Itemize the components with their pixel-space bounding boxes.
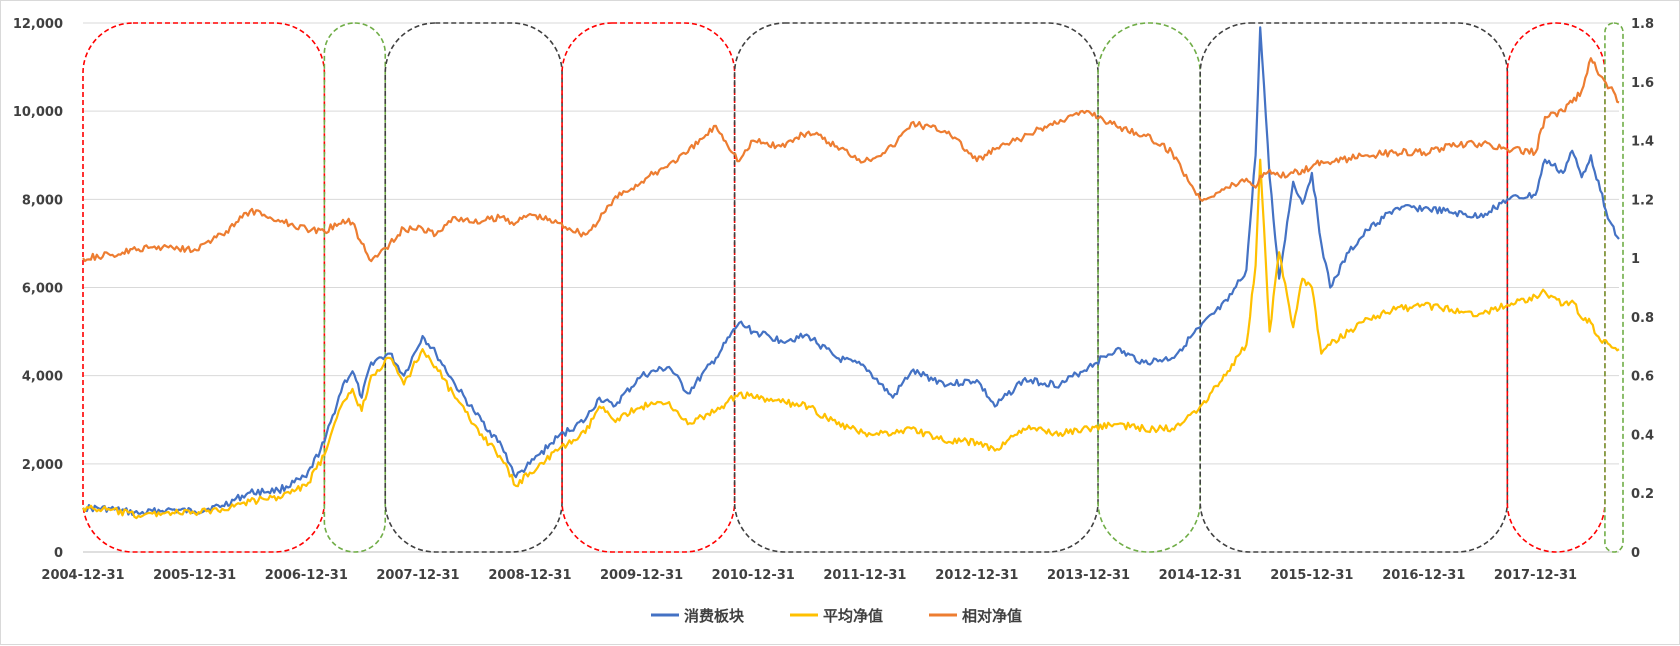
x-tick-label: 2013-12-31 (1047, 568, 1130, 583)
annotation-box (384, 22, 563, 553)
annotation-box (561, 22, 736, 553)
x-tick-label: 2007-12-31 (376, 568, 459, 583)
series-line-2 (82, 158, 1620, 520)
annotation-box (1097, 22, 1202, 553)
x-tick-label: 2005-12-31 (153, 568, 236, 583)
series-line-1 (82, 26, 1620, 516)
x-tick-label: 2011-12-31 (823, 568, 906, 583)
annotation-box (82, 22, 326, 553)
series-line-3 (82, 57, 1620, 263)
y-right-tick-label: 0.6 (1631, 370, 1654, 385)
y-right-tick-label: 1.2 (1631, 193, 1654, 208)
x-tick-label: 2012-12-31 (935, 568, 1018, 583)
y-left-tick-label: 8,000 (22, 193, 63, 208)
y-right-tick-label: 1.6 (1631, 76, 1654, 91)
x-tick-label: 2009-12-31 (600, 568, 683, 583)
annotation-box (1604, 22, 1624, 553)
x-tick-label: 2010-12-31 (712, 568, 795, 583)
legend-label-1: 消费板块 (684, 607, 745, 625)
legend-label-2: 平均净值 (823, 607, 883, 625)
x-tick-label: 2006-12-31 (265, 568, 348, 583)
legend-label-3: 相对净值 (962, 607, 1022, 625)
y-left-tick-label: 4,000 (22, 370, 63, 385)
y-left-tick-label: 10,000 (13, 105, 63, 120)
y-right-tick-label: 1.8 (1631, 17, 1654, 32)
x-tick-label: 2004-12-31 (41, 568, 124, 583)
y-right-tick-label: 0 (1631, 546, 1640, 561)
x-tick-label: 2015-12-31 (1270, 568, 1353, 583)
y-right-tick-label: 1.4 (1631, 135, 1654, 150)
y-left-tick-label: 12,000 (13, 17, 63, 32)
x-tick-label: 2016-12-31 (1382, 568, 1465, 583)
x-tick-label: 2017-12-31 (1494, 568, 1577, 583)
y-left-tick-label: 6,000 (22, 282, 63, 297)
x-tick-label: 2014-12-31 (1159, 568, 1242, 583)
y-right-tick-label: 1 (1631, 252, 1640, 267)
x-tick-label: 2008-12-31 (488, 568, 571, 583)
y-right-tick-label: 0.8 (1631, 311, 1654, 326)
y-left-tick-label: 0 (54, 546, 63, 561)
y-left-tick-label: 2,000 (22, 458, 63, 473)
y-right-tick-label: 0.4 (1631, 428, 1654, 443)
y-right-tick-label: 0.2 (1631, 487, 1654, 502)
